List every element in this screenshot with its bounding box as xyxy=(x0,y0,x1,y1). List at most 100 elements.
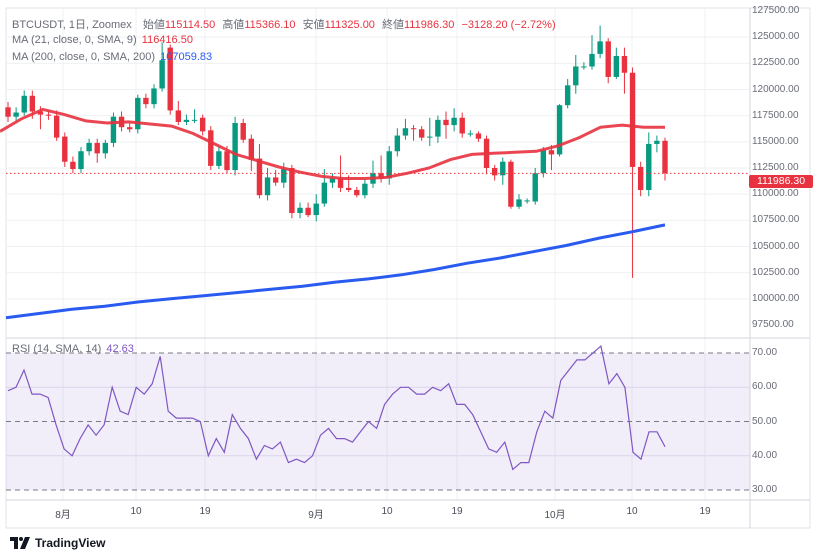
time-tick: 10 xyxy=(626,506,638,517)
candle-body xyxy=(199,117,206,132)
candle xyxy=(475,131,482,142)
candle xyxy=(524,198,530,204)
candle-body xyxy=(654,140,660,144)
time-tick: 19 xyxy=(199,506,211,517)
time-tick: 10 xyxy=(381,506,393,517)
symbol-title[interactable]: BTCUSDT, 1日, Zoomex xyxy=(12,19,132,31)
ma21-line xyxy=(0,107,665,180)
price-tick: 105000.00 xyxy=(752,240,800,252)
symbol-legend[interactable]: BTCUSDT, 1日, Zoomex 始値115114.50 高値115366… xyxy=(12,16,556,32)
ma200-label: MA (200, close, 0, SMA, 200) xyxy=(12,51,156,63)
rsi-line xyxy=(7,344,666,471)
candle-body xyxy=(418,129,425,138)
candle-body xyxy=(126,127,133,130)
candle xyxy=(256,143,263,199)
candle xyxy=(621,47,628,94)
open-value: 115114.50 xyxy=(164,19,216,31)
candle-body xyxy=(435,119,441,137)
tradingview-logo[interactable]: TradingView xyxy=(10,536,105,550)
candle xyxy=(564,79,571,109)
change-value: −3128.20 (−2.72%) xyxy=(461,19,556,31)
candle-body xyxy=(410,128,417,130)
candle xyxy=(5,102,11,122)
price-tick: 122500.00 xyxy=(752,57,800,69)
candle xyxy=(370,160,376,188)
candle-body xyxy=(62,136,68,162)
candle-body xyxy=(573,66,579,86)
candle xyxy=(232,116,238,176)
chart-frame xyxy=(5,7,811,529)
candle xyxy=(313,194,319,222)
candle xyxy=(86,138,92,156)
candle-body xyxy=(183,119,190,122)
candle xyxy=(646,132,652,197)
candle-body xyxy=(45,114,52,116)
time-tick: 19 xyxy=(451,506,463,517)
grid xyxy=(6,8,750,500)
candle-body xyxy=(102,142,109,154)
rsi-tick: 60.00 xyxy=(752,381,778,393)
rsi-legend[interactable]: RSI (14, SMA, 14) 42.63 xyxy=(12,343,134,355)
candle xyxy=(175,101,182,126)
candle-body xyxy=(240,122,246,140)
candle xyxy=(402,118,409,140)
close-label: 終値 xyxy=(382,19,404,31)
candle xyxy=(143,93,149,109)
candle xyxy=(102,139,109,159)
candle-body xyxy=(281,169,287,183)
low-label: 安値 xyxy=(302,19,325,31)
candle xyxy=(126,122,133,133)
candle xyxy=(240,118,246,143)
candle-body xyxy=(248,138,255,160)
ma21-value: 116416.50 xyxy=(141,34,193,46)
candle xyxy=(248,134,255,172)
candle-body xyxy=(321,182,328,204)
candle-body xyxy=(305,207,311,216)
price-tick: 115000.00 xyxy=(752,135,799,147)
candle xyxy=(272,170,279,186)
candle xyxy=(321,169,328,207)
candle xyxy=(597,25,603,59)
candle xyxy=(78,147,84,174)
candle-body xyxy=(78,151,84,170)
time-tick: 19 xyxy=(699,506,711,517)
brand-name: TradingView xyxy=(35,536,106,550)
rsi-levels xyxy=(6,352,750,491)
candle xyxy=(443,111,449,139)
time-tick: 9月 xyxy=(308,510,324,521)
candle-body xyxy=(524,200,530,202)
candle xyxy=(629,67,636,278)
candle-body xyxy=(508,161,514,207)
candle-body xyxy=(313,203,319,216)
time-tick: 8月 xyxy=(55,510,71,521)
close-value: 111986.30 xyxy=(404,19,455,31)
candle-body xyxy=(564,85,571,106)
candle xyxy=(208,126,214,171)
candle-body xyxy=(159,60,165,89)
candle-body xyxy=(362,183,368,196)
candle xyxy=(62,132,68,167)
candle xyxy=(305,202,311,218)
ma21-legend[interactable]: MA (21, close, 0, SMA, 9) 116416.50 xyxy=(12,34,193,46)
candle xyxy=(135,94,141,134)
candle-body xyxy=(516,199,522,207)
candle-body xyxy=(443,119,449,126)
candle-body xyxy=(532,173,538,202)
candle xyxy=(191,109,198,123)
candle-body xyxy=(53,115,60,138)
candle-body xyxy=(216,151,222,166)
candle xyxy=(508,159,514,209)
candle-body xyxy=(70,161,76,170)
ma200-legend[interactable]: MA (200, close, 0, SMA, 200) 107059.83 xyxy=(12,51,212,63)
high-value: 115366.10 xyxy=(244,19,296,31)
price-tick: 125000.00 xyxy=(752,31,800,43)
candle xyxy=(500,157,506,185)
rsi-label: RSI (14, SMA, 14) xyxy=(12,343,102,355)
candle-body xyxy=(37,111,44,115)
ma200-value: 107059.83 xyxy=(160,51,213,63)
candle-body xyxy=(491,168,498,176)
price-tick: 107500.00 xyxy=(752,214,800,226)
candle-body xyxy=(29,95,36,112)
candle-body xyxy=(256,158,263,196)
